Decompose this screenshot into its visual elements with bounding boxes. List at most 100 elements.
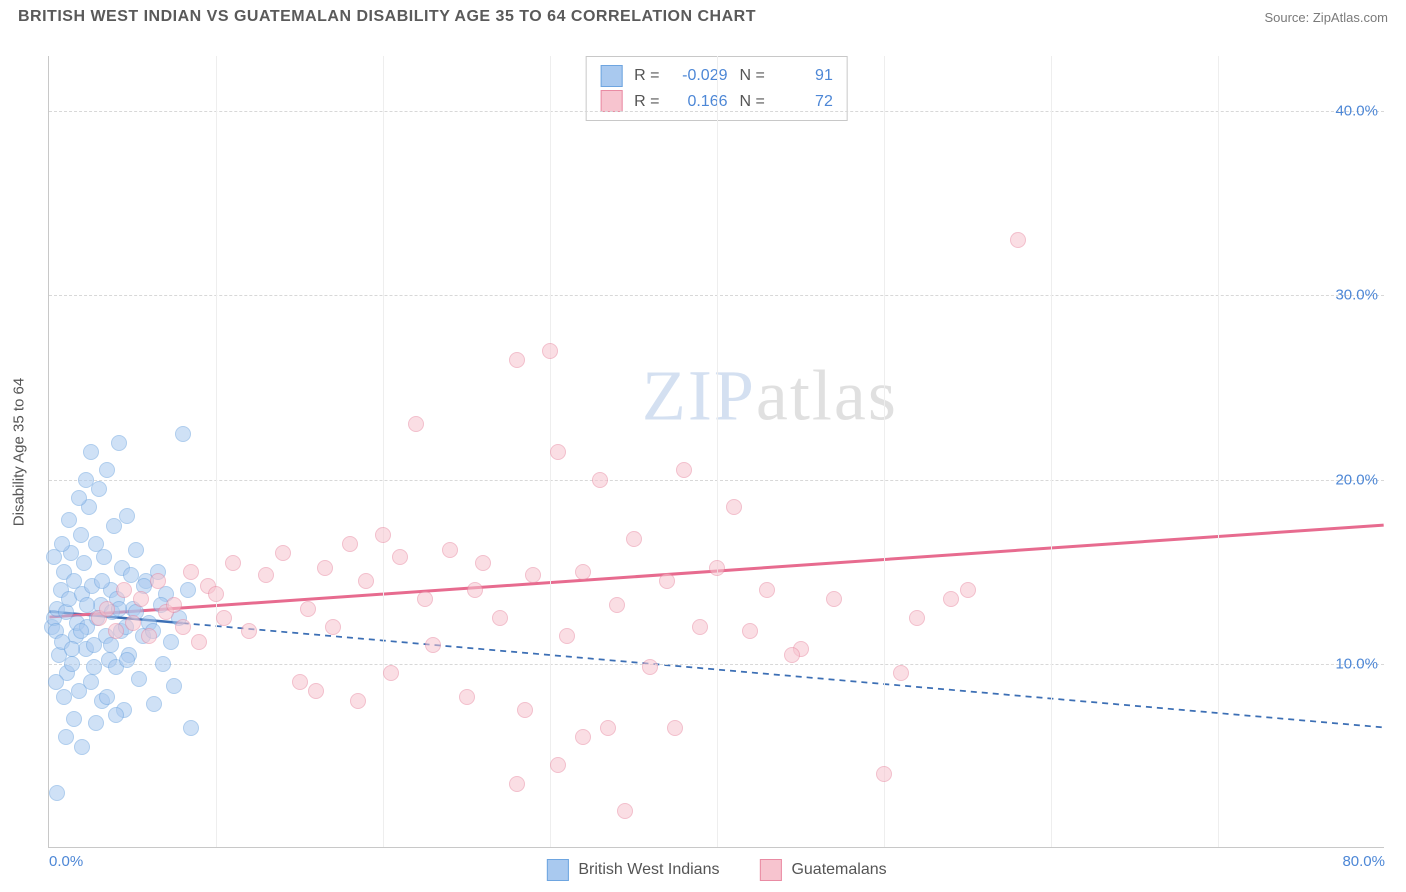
scatter-point [358, 573, 374, 589]
scatter-point [96, 549, 112, 565]
scatter-point [759, 582, 775, 598]
scatter-point [592, 472, 608, 488]
scatter-point [642, 659, 658, 675]
scatter-point [78, 472, 94, 488]
gridline-v [383, 56, 384, 847]
scatter-point [79, 597, 95, 613]
scatter-point [676, 462, 692, 478]
x-tick-label: 0.0% [49, 853, 83, 870]
scatter-point [726, 499, 742, 515]
scatter-point [58, 729, 74, 745]
scatter-point [600, 720, 616, 736]
scatter-point [116, 582, 132, 598]
scatter-point [119, 652, 135, 668]
scatter-point [166, 597, 182, 613]
scatter-point [94, 573, 110, 589]
scatter-point [943, 591, 959, 607]
scatter-point [550, 444, 566, 460]
scatter-point [155, 656, 171, 672]
gridline-v [1218, 56, 1219, 847]
gridline-v [884, 56, 885, 847]
stats-swatch-0 [600, 65, 622, 87]
scatter-point [88, 715, 104, 731]
scatter-point [525, 567, 541, 583]
scatter-point [826, 591, 842, 607]
scatter-point [659, 573, 675, 589]
chart-plot-area: Disability Age 35 to 64 ZIPatlas R = -0.… [48, 56, 1384, 848]
scatter-point [893, 665, 909, 681]
scatter-point [275, 545, 291, 561]
scatter-point [575, 564, 591, 580]
scatter-point [559, 628, 575, 644]
scatter-point [308, 683, 324, 699]
watermark-thin: atlas [756, 356, 898, 436]
scatter-point [517, 702, 533, 718]
y-tick-label: 20.0% [1335, 471, 1378, 488]
scatter-point [48, 674, 64, 690]
scatter-point [108, 707, 124, 723]
scatter-point [146, 696, 162, 712]
scatter-point [225, 555, 241, 571]
scatter-point [131, 671, 147, 687]
chart-title: BRITISH WEST INDIAN VS GUATEMALAN DISABI… [18, 8, 756, 26]
scatter-point [392, 549, 408, 565]
scatter-point [442, 542, 458, 558]
scatter-point [425, 637, 441, 653]
scatter-point [54, 536, 70, 552]
scatter-point [64, 641, 80, 657]
scatter-point [111, 435, 127, 451]
scatter-point [375, 527, 391, 543]
stats-r-label-0: R = [634, 63, 659, 89]
scatter-point [125, 615, 141, 631]
scatter-point [71, 490, 87, 506]
scatter-point [241, 623, 257, 639]
scatter-point [475, 555, 491, 571]
gridline-v [717, 56, 718, 847]
scatter-point [742, 623, 758, 639]
scatter-point [509, 352, 525, 368]
scatter-point [317, 560, 333, 576]
scatter-point [667, 720, 683, 736]
scatter-point [1010, 232, 1026, 248]
gridline-v [216, 56, 217, 847]
legend-swatch-1 [759, 859, 781, 881]
stats-n-label-0: N = [740, 63, 765, 89]
y-tick-label: 30.0% [1335, 287, 1378, 304]
scatter-point [692, 619, 708, 635]
scatter-point [383, 665, 399, 681]
scatter-point [141, 628, 157, 644]
legend-swatch-0 [546, 859, 568, 881]
scatter-point [163, 634, 179, 650]
scatter-point [350, 693, 366, 709]
legend-item-0: British West Indians [546, 859, 719, 881]
scatter-point [542, 343, 558, 359]
scatter-point [99, 689, 115, 705]
scatter-point [292, 674, 308, 690]
scatter-point [467, 582, 483, 598]
scatter-point [960, 582, 976, 598]
y-axis-label: Disability Age 35 to 64 [11, 377, 28, 525]
y-tick-label: 10.0% [1335, 655, 1378, 672]
scatter-point [300, 601, 316, 617]
scatter-point [49, 785, 65, 801]
scatter-point [74, 739, 90, 755]
scatter-point [342, 536, 358, 552]
scatter-point [626, 531, 642, 547]
scatter-point [492, 610, 508, 626]
scatter-point [76, 555, 92, 571]
scatter-point [133, 591, 149, 607]
scatter-point [183, 720, 199, 736]
scatter-point [509, 776, 525, 792]
scatter-point [208, 586, 224, 602]
scatter-point [128, 542, 144, 558]
legend-item-1: Guatemalans [759, 859, 886, 881]
scatter-point [180, 582, 196, 598]
scatter-point [258, 567, 274, 583]
scatter-point [617, 803, 633, 819]
scatter-point [150, 573, 166, 589]
scatter-point [66, 711, 82, 727]
bottom-legend: British West Indians Guatemalans [546, 859, 886, 881]
header: BRITISH WEST INDIAN VS GUATEMALAN DISABI… [0, 0, 1406, 30]
scatter-point [909, 610, 925, 626]
scatter-point [73, 623, 89, 639]
